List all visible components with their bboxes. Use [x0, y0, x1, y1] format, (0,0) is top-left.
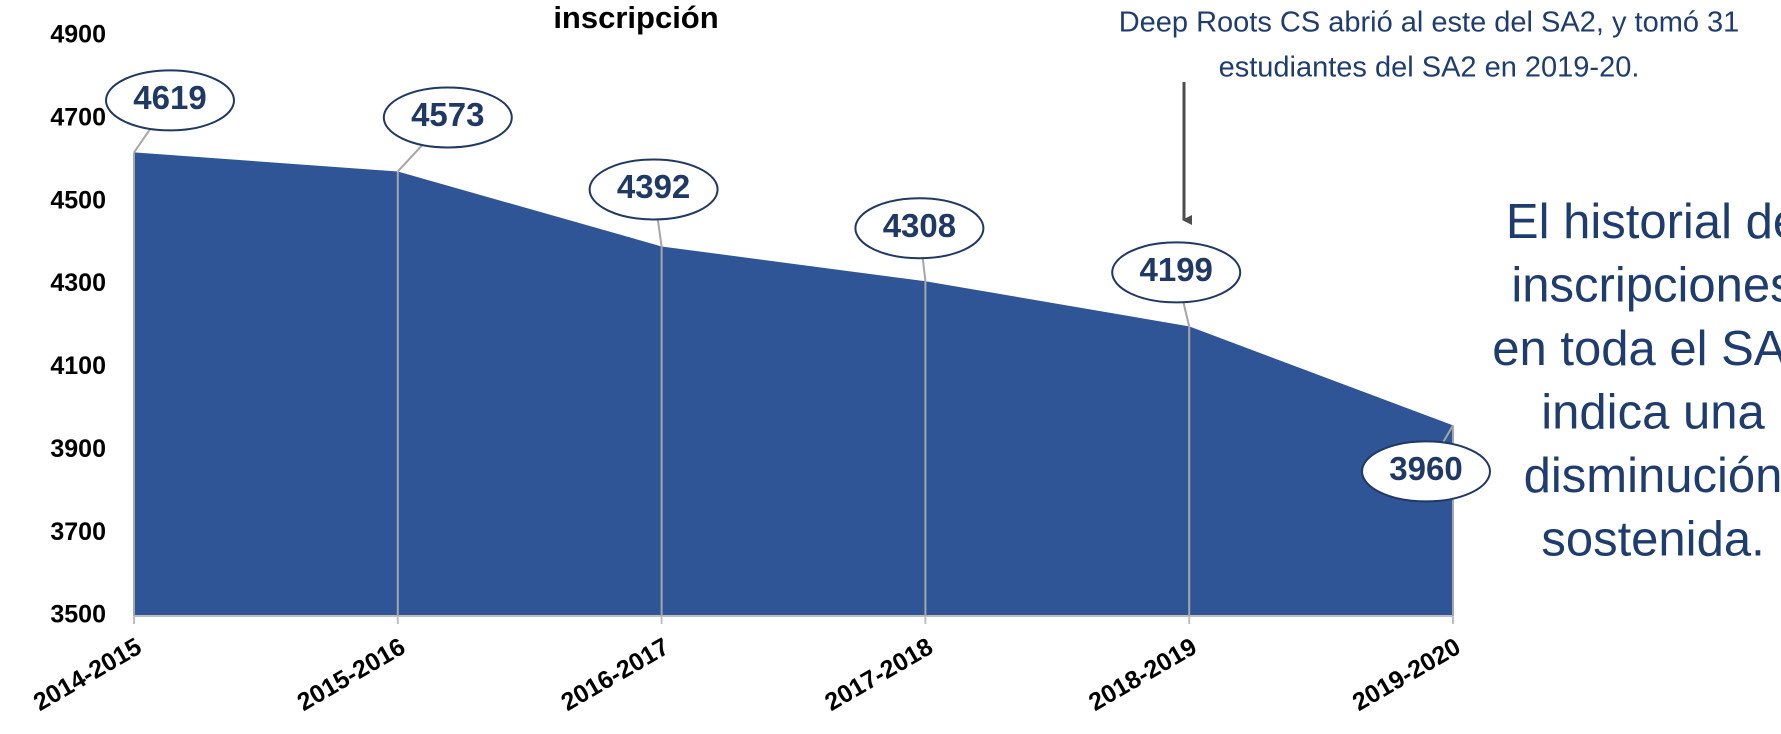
annotation: Deep Roots CS abrió al este del SA2, y t…: [1119, 7, 1740, 39]
x-tick-label: 2019-2020: [1348, 633, 1466, 717]
y-tick-label: 3700: [50, 518, 106, 546]
label-bubble: [854, 197, 985, 260]
label-bubble: [588, 158, 719, 221]
chart-title: inscripción: [553, 0, 718, 35]
value-label: 4619: [133, 79, 206, 116]
y-tick-label: 4900: [50, 21, 106, 49]
annotation: estudiantes del SA2 en 2019-20.: [1219, 52, 1640, 84]
label-bubble: [1111, 241, 1242, 304]
x-tick-label: 2017-2018: [820, 633, 938, 717]
x-tick-label: 2016-2017: [556, 633, 674, 717]
side-note: El historial de: [1506, 195, 1781, 249]
value-label: 4199: [1139, 251, 1212, 288]
side-note: disminución: [1524, 449, 1781, 503]
y-tick-label: 3900: [50, 435, 106, 463]
x-tick-label: 2018-2019: [1084, 633, 1202, 717]
y-tick-label: 4100: [50, 352, 106, 380]
area: [134, 152, 1453, 616]
y-tick-label: 4300: [50, 269, 106, 297]
side-note: indica una: [1541, 385, 1765, 439]
side-note: en toda el SA2: [1492, 322, 1781, 376]
y-tick-label: 4500: [50, 186, 106, 214]
x-tick-label: 2015-2016: [293, 633, 411, 717]
value-label: 3960: [1389, 450, 1462, 487]
value-label: 4392: [617, 168, 690, 205]
y-tick-label: 3500: [50, 601, 106, 629]
label-bubble: [382, 86, 513, 149]
side-note: inscripciones: [1511, 258, 1781, 312]
y-tick-label: 4700: [50, 103, 106, 131]
label-bubble: [1361, 440, 1491, 503]
value-label: 4573: [411, 96, 484, 133]
value-label: 4308: [883, 207, 956, 244]
label-bubble: [105, 69, 235, 132]
side-note: sostenida.: [1541, 512, 1764, 566]
x-tick-label: 2014-2015: [29, 633, 147, 717]
